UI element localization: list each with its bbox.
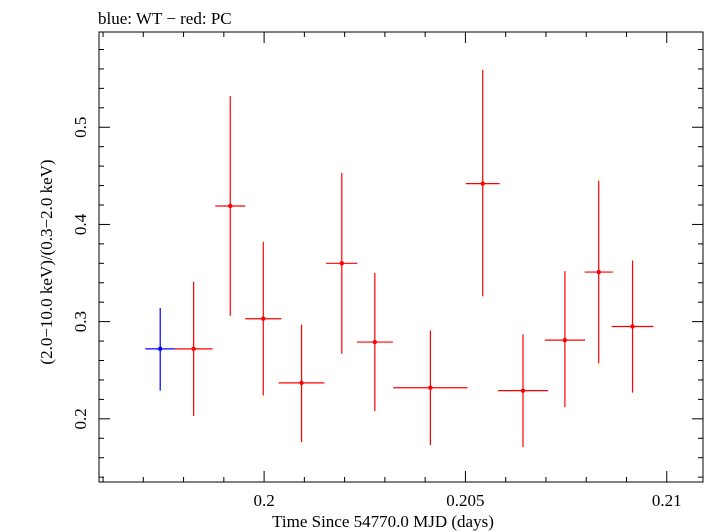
series-wt bbox=[145, 308, 176, 391]
x-axis-label: Time Since 54770.0 MJD (days) bbox=[272, 512, 494, 531]
data-point bbox=[191, 346, 196, 352]
chart-title: blue: WT − red: PC bbox=[98, 9, 232, 28]
data-point bbox=[372, 339, 378, 345]
x-tick-label: 0.2 bbox=[253, 491, 274, 510]
y-tick-label: 0.2 bbox=[71, 408, 90, 429]
data-point bbox=[339, 261, 345, 266]
series-pc bbox=[174, 69, 654, 448]
data-point bbox=[299, 380, 304, 386]
data-point bbox=[261, 316, 266, 321]
data-point bbox=[158, 346, 163, 352]
data-point bbox=[520, 388, 526, 393]
x-tick-label: 0.205 bbox=[446, 491, 484, 510]
x-tick-label: 0.21 bbox=[652, 491, 682, 510]
data-point bbox=[562, 337, 568, 343]
y-axis-ticks: 0.2 0.3 0.4 0.5 bbox=[71, 48, 703, 478]
y-axis-label: (2.0−10.0 keV)/(0.3−2.0 keV) bbox=[37, 159, 56, 364]
plot-frame bbox=[98, 31, 704, 483]
data-points bbox=[145, 69, 654, 448]
y-tick-label: 0.3 bbox=[71, 311, 90, 332]
y-tick-label: 0.5 bbox=[71, 117, 90, 138]
data-point bbox=[228, 203, 233, 209]
x-axis-ticks: 0.2 0.205 0.21 bbox=[102, 32, 682, 510]
data-point bbox=[428, 385, 433, 390]
data-point bbox=[480, 181, 485, 186]
y-tick-label: 0.4 bbox=[71, 213, 90, 235]
data-point bbox=[630, 324, 635, 329]
data-point bbox=[596, 269, 601, 275]
